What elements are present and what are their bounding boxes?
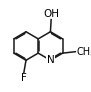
Text: OH: OH [43, 9, 59, 19]
Text: N: N [47, 55, 54, 65]
Text: CH₃: CH₃ [76, 47, 91, 57]
Text: F: F [21, 73, 27, 83]
